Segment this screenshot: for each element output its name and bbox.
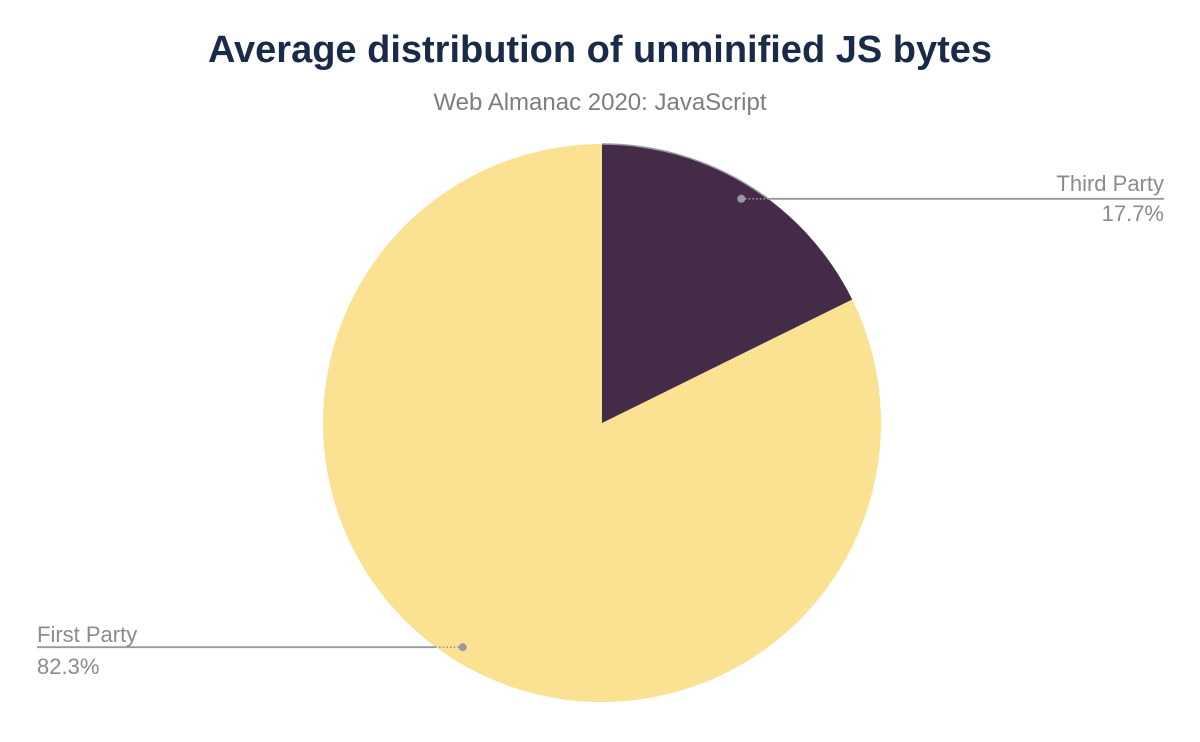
slice-label-first-party: First Party [37,622,138,647]
pie-slice-third-party[interactable] [602,143,853,423]
chart-title: Average distribution of unminified JS by… [207,29,993,71]
leader-arc-third-party [601,143,769,200]
slice-label-third-party: Third Party [1056,171,1164,196]
chart-subtitle: Web Almanac 2020: JavaScript [433,89,767,116]
slice-value-first-party: 82.3% [37,654,100,679]
pie-slice-first-party[interactable] [323,144,882,702]
leader-dot-first-party [458,643,467,652]
leader-dot-third-party [737,194,746,203]
slice-value-third-party: 17.7% [1101,201,1164,226]
